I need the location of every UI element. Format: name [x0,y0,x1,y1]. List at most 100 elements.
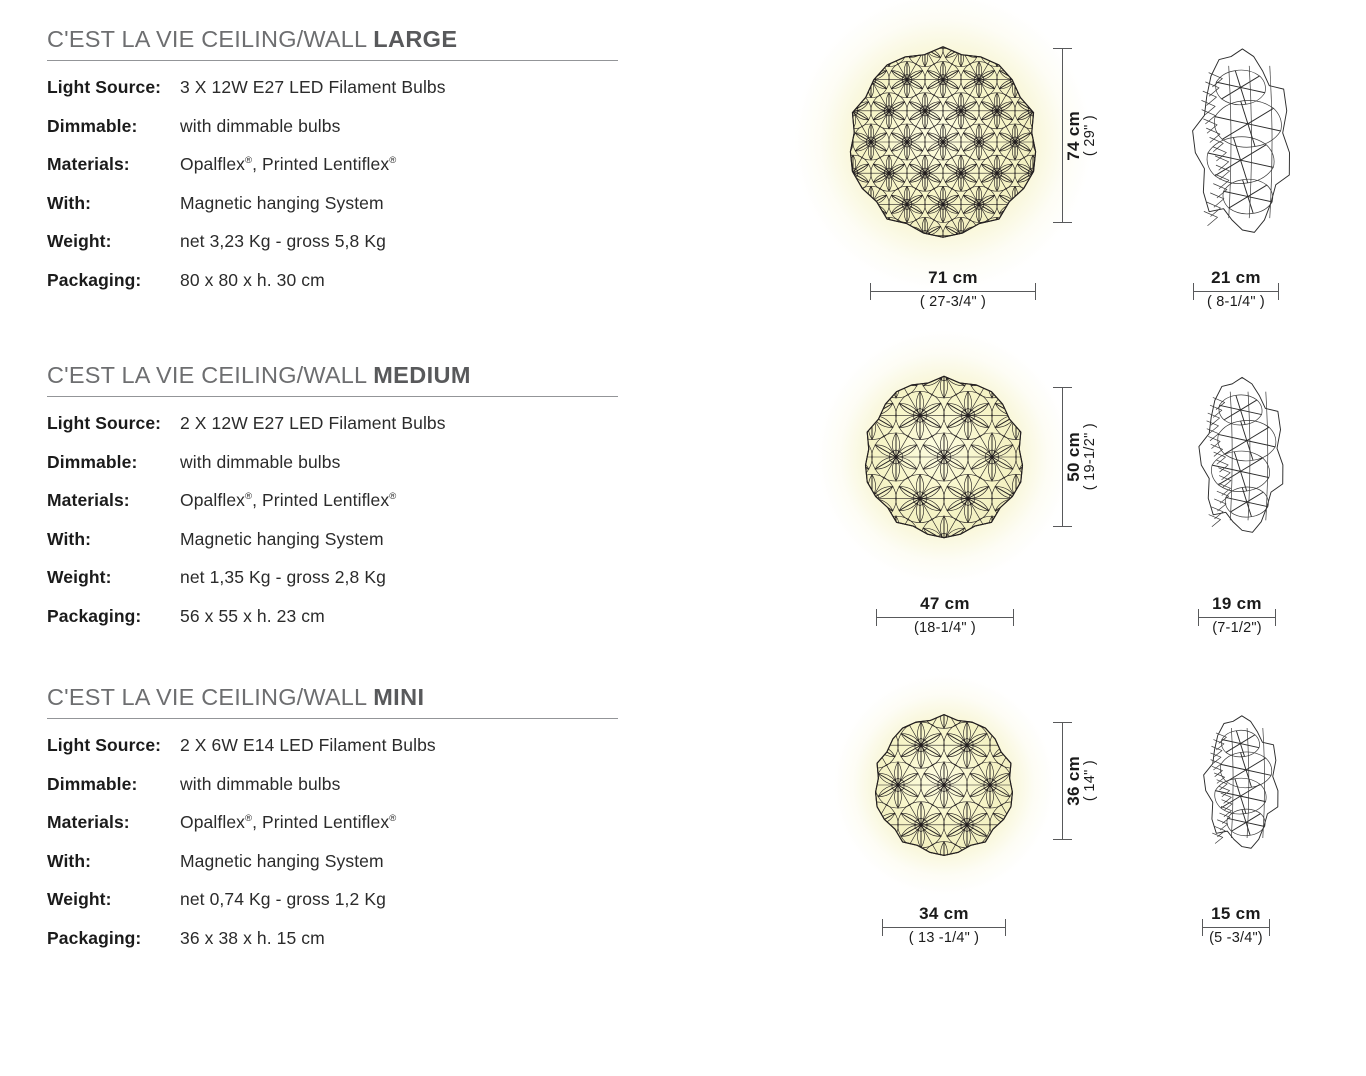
spec-value: 56 x 55 x h. 23 cm [180,605,325,626]
table-row: Packaging: 56 x 55 x h. 23 cm [47,606,647,645]
lamp-front-view-illustration-mini [833,674,1055,896]
dimension-line-horizontal [1202,918,1270,936]
spec-rows-medium: Light Source: 2 X 12W E27 LED Filament B… [47,413,647,644]
spec-label: Packaging: [47,269,142,290]
dimension-side-width-in: (7-1/2") [1212,619,1262,636]
table-row: Dimmable: with dimmable bulbs [47,452,647,491]
spec-label: Weight: [47,231,112,251]
dimension-side-width-in: (5 -3/4") [1209,929,1263,946]
dimension-front-width-cm: 47 cm [920,594,970,613]
spec-value: Opalflex®, Printed Lentiflex® [180,812,397,832]
spec-value: 2 X 6W E14 LED Filament Bulbs [180,735,436,755]
spec-label: Light Source: [47,77,162,97]
dimension-side-width-cm: 21 cm [1211,268,1261,287]
lamp-side-view-illustration-mini [1194,715,1286,849]
table-row: With: Magnetic hanging System [47,193,647,232]
table-row: Light Source: 2 X 12W E27 LED Filament B… [47,413,647,452]
table-row: Materials: Opalflex®, Printed Lentiflex® [47,490,647,529]
dimension-side-width-medium: 19 cm (7-1/2") [1198,594,1276,637]
spec-label: Packaging: [47,605,142,626]
dimension-side-width-cm: 15 cm [1211,904,1261,923]
heading-divider [47,396,618,397]
table-row: Weight: net 3,23 Kg - gross 5,8 Kg [47,231,647,270]
dimension-height-labels: 36 cm ( 14" ) [1064,756,1098,806]
spec-value: Magnetic hanging System [180,192,384,213]
dimension-height-cm: 50 cm [1064,432,1083,482]
spec-block-large: C'EST LA VIE CEILING/WALL LARGE Light So… [47,26,647,308]
table-row: Materials: Opalflex®, Printed Lentiflex® [47,154,647,193]
spec-value: Opalflex®, Printed Lentiflex® [180,490,397,510]
dimension-front-width-in: (18-1/4" ) [914,619,976,636]
table-row: Weight: net 0,74 Kg - gross 1,2 Kg [47,889,647,928]
block-heading-size: MEDIUM [373,362,471,388]
dimension-height-cm: 36 cm [1064,756,1083,806]
lamp-front-view-illustration-medium [817,330,1071,584]
dimension-height-in: ( 19-1/2" ) [1082,423,1098,491]
page-title-medium: C'EST LA VIE CEILING/WALL MEDIUM [47,362,647,396]
block-heading-prefix: C'EST LA VIE CEILING/WALL [47,362,374,388]
dimension-front-width-in: ( 27-3/4" ) [919,293,987,310]
lamp-side-view-illustration-large [1180,48,1300,233]
dimension-line-vertical [1053,48,1072,223]
table-row: Weight: net 1,35 Kg - gross 2,8 Kg [47,567,647,606]
lamp-front-view-illustration-large [794,0,1092,291]
dimension-front-width-in: ( 13 -1/4" ) [908,929,980,946]
spec-label: Dimmable: [47,115,138,136]
table-row: Dimmable: with dimmable bulbs [47,116,647,155]
heading-divider [47,718,618,719]
spec-value: 3 X 12W E27 LED Filament Bulbs [180,77,446,97]
spec-value: with dimmable bulbs [180,115,341,136]
dimension-front-width-medium: 47 cm (18-1/4" ) [876,594,1014,637]
dimension-height-in: ( 29" ) [1082,114,1098,157]
figure-group-large: 74 cm ( 29" ) 71 cm ( 27-3/4" ) 21 cm ( … [690,0,1366,330]
figure-group-mini: 36 cm ( 14" ) 34 cm ( 13 -1/4" ) 15 cm (… [690,660,1366,980]
spec-value: with dimmable bulbs [180,773,341,794]
spec-label: With: [47,850,92,871]
spec-label: Light Source: [47,735,162,755]
spec-value: net 3,23 Kg - gross 5,8 Kg [180,231,386,251]
spec-label: With: [47,528,92,549]
spec-label: Dimmable: [47,451,138,472]
block-heading-prefix: C'EST LA VIE CEILING/WALL [47,26,374,52]
dimension-side-width-in: ( 8-1/4" ) [1207,293,1265,310]
spec-block-medium: C'EST LA VIE CEILING/WALL MEDIUM Light S… [47,362,647,644]
dimension-line-horizontal [1193,282,1279,300]
table-row: With: Magnetic hanging System [47,529,647,568]
block-heading-size: LARGE [373,26,458,52]
lamp-side-view-illustration-medium [1188,376,1292,533]
spec-label: Dimmable: [47,773,138,794]
dimension-line-vertical [1053,387,1072,527]
dimension-front-width-cm: 71 cm [928,268,978,287]
dimension-side-width-cm: 19 cm [1212,594,1262,613]
table-row: Materials: Opalflex®, Printed Lentiflex® [47,812,647,851]
spec-value: 2 X 12W E27 LED Filament Bulbs [180,413,446,433]
dimension-line-horizontal [1198,608,1276,626]
dimension-front-width-mini: 34 cm ( 13 -1/4" ) [882,904,1006,947]
spec-block-mini: C'EST LA VIE CEILING/WALL MINI Light Sou… [47,684,647,966]
spec-value: with dimmable bulbs [180,451,341,472]
dimension-line-vertical [1053,722,1072,840]
dimension-front-width-large: 71 cm ( 27-3/4" ) [870,268,1036,311]
dimension-front-width-cm: 34 cm [919,904,969,923]
heading-divider [47,60,618,61]
spec-rows-mini: Light Source: 2 X 6W E14 LED Filament Bu… [47,735,647,966]
dimension-side-width-large: 21 cm ( 8-1/4" ) [1193,268,1279,311]
spec-rows-large: Light Source: 3 X 12W E27 LED Filament B… [47,77,647,308]
table-row: With: Magnetic hanging System [47,851,647,890]
dimension-height-medium: 50 cm ( 19-1/2" ) [1053,387,1098,527]
figure-group-medium: 50 cm ( 19-1/2" ) 47 cm (18-1/4" ) 19 cm… [690,330,1366,660]
table-row: Packaging: 36 x 38 x h. 15 cm [47,928,647,967]
spec-value: 80 x 80 x h. 30 cm [180,269,325,290]
dimension-height-labels: 74 cm ( 29" ) [1064,110,1098,161]
spec-value: Opalflex®, Printed Lentiflex® [180,154,397,174]
spec-label: Materials: [47,812,130,832]
spec-value: net 1,35 Kg - gross 2,8 Kg [180,567,386,587]
dimension-line-horizontal [870,282,1036,300]
block-heading-prefix: C'EST LA VIE CEILING/WALL [47,684,374,710]
dimension-line-horizontal [876,608,1014,626]
table-row: Packaging: 80 x 80 x h. 30 cm [47,270,647,309]
dimension-height-mini: 36 cm ( 14" ) [1053,722,1098,840]
dimension-height-cm: 74 cm [1064,110,1083,161]
spec-label: Materials: [47,490,130,510]
spec-value: Magnetic hanging System [180,850,384,871]
